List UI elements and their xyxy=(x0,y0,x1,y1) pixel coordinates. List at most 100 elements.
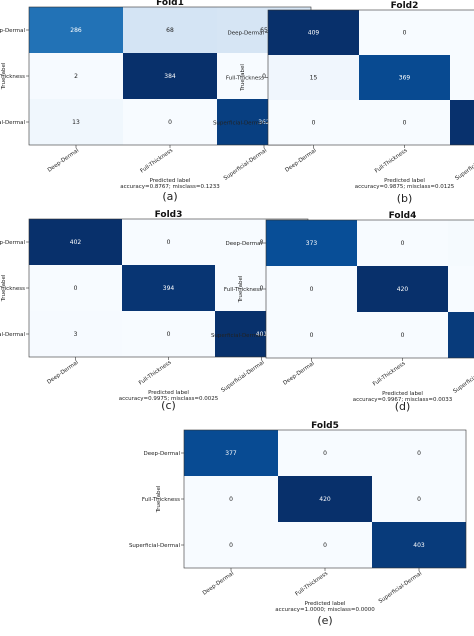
cell-value: 403 xyxy=(413,542,425,549)
matrix-cell xyxy=(357,266,448,312)
cell-value: 362 xyxy=(258,119,270,126)
y-axis-label: True label xyxy=(240,64,246,92)
metrics-label: accuracy=0.9975; misclass=0.0025 xyxy=(119,396,219,402)
y-tick-label: Deep-Dermal xyxy=(0,28,25,34)
y-axis-label: True label xyxy=(238,275,244,303)
x-tick-label: Deep-Dermal xyxy=(46,359,80,385)
x-axis-label: Predicted label xyxy=(382,391,423,397)
matrix-cell xyxy=(123,53,217,99)
panel-title: Fold4 xyxy=(389,211,417,221)
cell-value: 369 xyxy=(399,75,411,82)
matrix-cell xyxy=(266,266,357,312)
cell-value: 0 xyxy=(323,542,327,549)
x-axis-label: Predicted label xyxy=(384,178,425,184)
matrix-cell xyxy=(29,7,123,53)
cell-value: 394 xyxy=(163,285,175,292)
panel-caption: (b) xyxy=(397,192,413,205)
matrix-cell xyxy=(268,55,359,100)
cell-value: 0 xyxy=(260,239,264,246)
panel-title: Fold1 xyxy=(156,0,184,8)
cell-value: 0 xyxy=(401,240,405,247)
matrix-cell xyxy=(29,99,123,145)
y-tick-label: Full-Thickness xyxy=(224,287,262,293)
y-tick-label: Superficial-Dermal xyxy=(0,332,25,338)
cell-value: 0 xyxy=(417,496,421,503)
x-tick-label: Full-Thickness xyxy=(372,361,407,388)
matrix-cell xyxy=(450,55,474,100)
matrix-cell xyxy=(184,522,278,568)
cell-value: 377 xyxy=(225,450,237,457)
y-tick-label: Full-Thickness xyxy=(0,286,25,292)
cell-value: 0 xyxy=(310,332,314,339)
y-tick-label: Superficial-Dermal xyxy=(129,543,181,549)
y-tick-label: Superficial-Dermal xyxy=(211,333,263,339)
panel-caption: (c) xyxy=(161,399,176,412)
matrix-cell xyxy=(450,10,474,55)
cell-value: 15 xyxy=(310,75,318,82)
matrix-cell xyxy=(29,311,122,357)
matrix-cell xyxy=(122,311,215,357)
metrics-label: accuracy=0.9967; misclass=0.0033 xyxy=(353,397,453,403)
x-tick-label: Superficial-Dermal xyxy=(454,147,474,181)
matrix-cell xyxy=(268,10,359,55)
matrix-cell xyxy=(372,430,466,476)
cell-value: 420 xyxy=(397,286,409,293)
x-tick-label: Deep-Dermal xyxy=(47,147,81,173)
matrix-cell xyxy=(123,99,217,145)
panel-caption: (a) xyxy=(162,190,177,203)
matrix-cell xyxy=(122,219,215,265)
matrix-cell xyxy=(448,220,474,266)
y-tick-label: Full-Thickness xyxy=(226,76,264,82)
cell-value: 401 xyxy=(256,331,268,338)
x-tick-label: Superficial-Dermal xyxy=(223,147,269,181)
cell-value: 409 xyxy=(308,30,320,37)
matrix-cell xyxy=(29,265,122,311)
matrix-cell xyxy=(372,522,466,568)
matrix-cell xyxy=(266,312,357,358)
cell-value: 0 xyxy=(168,119,172,126)
x-tick-label: Superficial-Dermal xyxy=(452,360,474,394)
cell-value: 2 xyxy=(74,73,78,80)
cell-value: 402 xyxy=(70,239,82,246)
x-tick-label: Deep-Dermal xyxy=(284,147,318,173)
matrix-cell xyxy=(359,10,450,55)
cell-value: 13 xyxy=(72,119,80,126)
cell-value: 0 xyxy=(323,450,327,457)
y-tick-label: Full-Thickness xyxy=(142,497,180,503)
x-tick-label: Full-Thickness xyxy=(374,148,409,175)
x-axis-label: Predicted label xyxy=(150,178,191,184)
metrics-label: accuracy=1.0000; misclass=0.0000 xyxy=(275,607,375,613)
matrix-cell xyxy=(372,476,466,522)
cell-value: 65 xyxy=(260,27,268,34)
y-axis-label: True label xyxy=(1,62,7,90)
matrix-cell xyxy=(184,476,278,522)
x-tick-label: Full-Thickness xyxy=(140,148,175,175)
y-axis-label: True label xyxy=(1,274,7,302)
x-axis-label: Predicted label xyxy=(305,601,346,607)
cell-value: 373 xyxy=(306,240,318,247)
x-tick-label: Deep-Dermal xyxy=(202,570,236,596)
cell-value: 0 xyxy=(260,285,264,292)
y-tick-label: Full-Thickness xyxy=(0,74,25,80)
matrix-cell xyxy=(357,312,448,358)
metrics-label: accuracy=0.8767; misclass=0.1233 xyxy=(120,184,220,190)
matrix-cell xyxy=(29,53,123,99)
x-axis-label: Predicted label xyxy=(148,390,189,396)
matrix-cell xyxy=(359,100,450,145)
cell-value: 0 xyxy=(167,331,171,338)
panel-title: Fold3 xyxy=(155,210,183,220)
panel-title: Fold5 xyxy=(311,421,339,431)
x-tick-label: Superficial-Dermal xyxy=(378,570,424,604)
matrix-cell xyxy=(448,312,474,358)
cell-value: 0 xyxy=(229,542,233,549)
panel-caption: (e) xyxy=(317,614,332,627)
y-tick-label: Deep-Dermal xyxy=(227,31,264,37)
x-tick-label: Full-Thickness xyxy=(295,571,330,598)
cell-value: 0 xyxy=(262,73,266,80)
y-axis-label: True label xyxy=(156,485,162,513)
matrix-cell xyxy=(266,220,357,266)
matrix-cell xyxy=(123,7,217,53)
x-tick-label: Deep-Dermal xyxy=(282,360,316,386)
cell-value: 0 xyxy=(403,120,407,127)
